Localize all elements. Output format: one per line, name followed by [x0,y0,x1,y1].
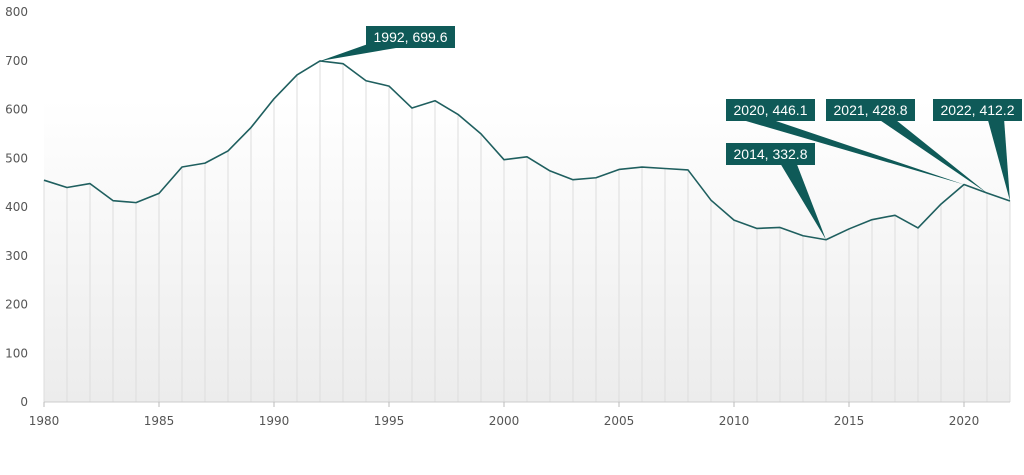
data-point [65,186,69,190]
data-point [916,226,920,230]
data-point [686,168,690,172]
callout-1992: 1992, 699.6 [320,26,455,61]
callout-label: 2020, 446.1 [734,102,808,118]
data-point [341,62,345,66]
callout-2022: 2022, 412.2 [933,99,1022,202]
x-tick-label: 1980 [29,414,60,428]
y-tick-label: 600 [5,103,28,117]
data-point [617,167,621,171]
data-point [640,165,644,169]
data-point [387,84,391,88]
data-point [433,99,437,103]
callout-box [826,99,915,121]
data-point [939,202,943,206]
y-tick-label: 300 [5,249,28,263]
callout-label: 2022, 412.2 [941,102,1015,118]
y-tick-label: 200 [5,298,28,312]
data-point [203,161,207,165]
callout-pointer [320,44,396,61]
data-point [272,97,276,101]
data-point [709,198,713,202]
callout-box [366,26,455,48]
callout-2021: 2021, 428.8 [826,99,987,193]
callout-pointer [988,121,1010,202]
x-tick-label: 2020 [949,414,980,428]
data-point [180,165,184,169]
callout-label: 2021, 428.8 [834,102,908,118]
data-point [755,226,759,230]
data-point [295,73,299,77]
data-point [801,234,805,238]
data-point [893,213,897,217]
callout-2014: 2014, 332.8 [726,143,826,240]
data-point [548,169,552,173]
y-tick-label: 0 [20,395,28,409]
callout-box [933,99,1022,121]
data-point [226,149,230,153]
x-tick-label: 1985 [144,414,175,428]
callout-pointer [781,165,826,240]
callout-label: 1992, 699.6 [374,29,448,45]
callout-pointer [881,121,987,193]
callout-box [726,99,815,121]
y-tick-label: 500 [5,151,28,165]
data-point [594,176,598,180]
data-point [249,126,253,130]
data-point [525,155,529,159]
x-tick-label: 1990 [259,414,290,428]
y-tick-label: 700 [5,54,28,68]
y-tick-label: 100 [5,346,28,360]
callout-2020: 2020, 446.1 [726,99,964,185]
data-point [870,218,874,222]
data-point [88,182,92,186]
data-point [732,218,736,222]
data-point [571,178,575,182]
x-tick-label: 2005 [604,414,635,428]
y-tick-label: 400 [5,200,28,214]
callout-pointer [746,121,964,185]
data-point [847,227,851,231]
data-point [157,191,161,195]
x-tick-label: 2010 [719,414,750,428]
data-point [111,199,115,203]
data-point [364,79,368,83]
data-point [134,201,138,205]
y-tick-label: 800 [5,5,28,19]
data-point [410,106,414,110]
x-tick-label: 2015 [834,414,865,428]
callout-box [726,143,815,165]
data-point [456,112,460,116]
data-point [502,158,506,162]
data-point [42,178,46,182]
callout-label: 2014, 332.8 [734,146,808,162]
data-point [778,225,782,229]
data-point [479,132,483,136]
x-tick-label: 1995 [374,414,405,428]
series-line [43,60,1011,241]
data-point [663,166,667,170]
x-tick-label: 2000 [489,414,520,428]
